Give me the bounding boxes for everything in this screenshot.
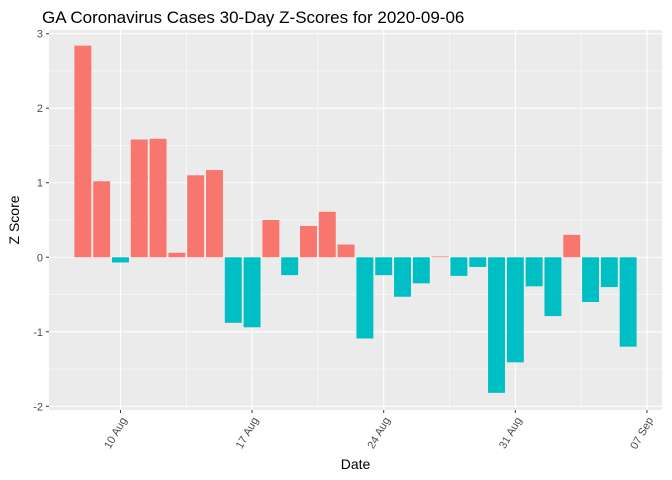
y-tick-label: 0 — [37, 252, 43, 264]
y-tick-label: 2 — [37, 103, 43, 115]
bar-30-aug — [488, 257, 505, 393]
bar-01-sep — [525, 257, 543, 287]
bar-24-aug — [375, 257, 393, 276]
y-axis-title: Z Score — [6, 195, 22, 244]
y-axis: -2 -1 0 1 2 3 — [33, 29, 49, 413]
x-axis-title: Date — [341, 456, 371, 472]
x-axis: 10 Aug 17 Aug 24 Aug 31 Aug 07 Sep — [102, 410, 656, 452]
bar-03-sep — [563, 234, 581, 258]
bar-27-aug — [431, 256, 449, 258]
bar-22-aug — [337, 244, 355, 258]
bar-31-aug — [506, 257, 524, 363]
x-tick-label: 07 Sep — [628, 415, 656, 451]
x-tick-label: 10 Aug — [102, 415, 130, 451]
bar-13-aug — [168, 252, 186, 258]
bar-09-aug — [93, 181, 111, 258]
bar-26-aug — [412, 257, 430, 284]
chart-title: GA Coronavirus Cases 30-Day Z-Scores for… — [42, 8, 464, 27]
x-tick-label: 17 Aug — [234, 415, 262, 451]
bar-08-aug — [74, 45, 92, 258]
x-tick-label: 24 Aug — [365, 415, 393, 451]
bar-06-sep — [619, 257, 637, 347]
bar-16-aug — [224, 257, 242, 323]
y-tick-label: 3 — [37, 29, 43, 41]
bar-25-aug — [394, 257, 411, 297]
bar-05-sep — [600, 257, 618, 288]
bar-18-aug — [262, 220, 280, 258]
bar-10-aug — [111, 257, 129, 263]
bar-23-aug — [356, 257, 374, 339]
bar-20-aug — [300, 225, 317, 258]
y-tick-label: -2 — [33, 401, 43, 413]
bar-21-aug — [318, 211, 336, 258]
bar-17-aug — [243, 257, 261, 328]
bars — [74, 45, 637, 393]
bar-12-aug — [149, 138, 167, 258]
y-tick-label: 1 — [37, 178, 43, 190]
bar-19-aug — [281, 257, 299, 276]
bar-04-sep — [582, 257, 600, 302]
bar-02-sep — [544, 257, 562, 317]
bar-15-aug — [206, 170, 223, 258]
bar-14-aug — [187, 175, 205, 258]
y-tick-label: -1 — [33, 327, 43, 339]
bar-11-aug — [130, 139, 148, 258]
bar-29-aug — [469, 257, 487, 267]
bar-28-aug — [450, 257, 468, 276]
x-tick-label: 31 Aug — [497, 415, 525, 451]
